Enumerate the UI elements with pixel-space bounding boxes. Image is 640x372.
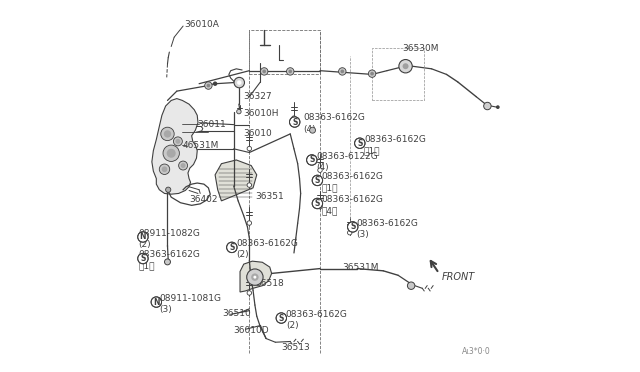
Circle shape xyxy=(159,164,170,174)
Text: 36010H: 36010H xyxy=(244,109,279,118)
Circle shape xyxy=(247,221,252,225)
Text: 36010D: 36010D xyxy=(234,326,269,335)
Text: S: S xyxy=(309,155,314,164)
Circle shape xyxy=(260,68,268,75)
Circle shape xyxy=(166,187,171,192)
Polygon shape xyxy=(152,99,198,194)
Text: 36011: 36011 xyxy=(197,120,226,129)
Circle shape xyxy=(246,269,263,285)
Circle shape xyxy=(369,70,376,77)
Text: 08363-6162G
(2): 08363-6162G (2) xyxy=(286,310,348,330)
Circle shape xyxy=(227,242,237,253)
Circle shape xyxy=(403,63,408,69)
Text: 36513: 36513 xyxy=(281,343,310,352)
Circle shape xyxy=(340,70,344,73)
Text: 36518: 36518 xyxy=(255,279,284,288)
Text: S: S xyxy=(315,199,320,208)
Text: 36010A: 36010A xyxy=(184,20,219,29)
Text: Aι3*0·0: Aι3*0·0 xyxy=(462,347,491,356)
Text: S: S xyxy=(229,243,234,252)
Text: S: S xyxy=(350,222,355,231)
Text: 08363-6162G
(4): 08363-6162G (4) xyxy=(303,113,365,134)
Circle shape xyxy=(408,282,415,289)
Text: 36010: 36010 xyxy=(244,129,273,138)
Circle shape xyxy=(484,102,491,110)
Circle shape xyxy=(138,232,148,242)
Circle shape xyxy=(179,161,188,170)
Circle shape xyxy=(310,127,316,133)
Circle shape xyxy=(355,138,365,148)
Circle shape xyxy=(247,291,252,295)
Circle shape xyxy=(164,259,170,265)
Text: N: N xyxy=(153,298,159,307)
Text: FRONT: FRONT xyxy=(442,272,476,282)
Circle shape xyxy=(175,139,180,144)
Circle shape xyxy=(370,72,374,76)
Circle shape xyxy=(289,117,300,127)
Text: 08363-6162G
（1）: 08363-6162G （1） xyxy=(364,135,426,155)
Text: 08911-1081G
(3): 08911-1081G (3) xyxy=(159,294,221,314)
Text: 46531M: 46531M xyxy=(182,141,219,150)
Circle shape xyxy=(262,70,266,73)
Text: 08363-6162G
（4）: 08363-6162G （4） xyxy=(322,195,384,215)
Circle shape xyxy=(251,273,259,281)
Circle shape xyxy=(151,297,161,307)
Circle shape xyxy=(307,155,317,165)
Text: 08363-6162G
(3): 08363-6162G (3) xyxy=(356,219,419,239)
Circle shape xyxy=(348,222,358,232)
Text: S: S xyxy=(140,254,146,263)
Circle shape xyxy=(247,183,252,187)
Text: 08363-6162G
（1）: 08363-6162G （1） xyxy=(138,250,200,270)
Text: 36531M: 36531M xyxy=(342,263,379,272)
Circle shape xyxy=(234,77,244,88)
Circle shape xyxy=(318,168,322,172)
Text: N: N xyxy=(140,232,146,241)
Circle shape xyxy=(312,175,323,186)
Circle shape xyxy=(289,70,292,73)
Text: 08911-1082G
(2): 08911-1082G (2) xyxy=(138,229,200,249)
Circle shape xyxy=(237,80,241,85)
Text: S: S xyxy=(315,176,320,185)
Circle shape xyxy=(237,109,241,114)
Polygon shape xyxy=(240,261,271,292)
Text: 36351: 36351 xyxy=(255,192,284,201)
Circle shape xyxy=(287,68,294,75)
Circle shape xyxy=(253,276,257,279)
Text: 36327: 36327 xyxy=(244,92,273,101)
Circle shape xyxy=(247,146,252,151)
Circle shape xyxy=(348,230,352,235)
Circle shape xyxy=(173,137,182,146)
Text: 36530M: 36530M xyxy=(402,44,438,53)
Circle shape xyxy=(205,82,212,89)
Circle shape xyxy=(399,60,412,73)
Text: 08363-6162G
（1）: 08363-6162G （1） xyxy=(322,172,384,192)
Text: S: S xyxy=(278,314,284,323)
Circle shape xyxy=(164,130,171,138)
Circle shape xyxy=(339,68,346,75)
Polygon shape xyxy=(215,160,257,201)
Circle shape xyxy=(496,105,500,109)
Circle shape xyxy=(166,149,176,158)
Text: S: S xyxy=(292,118,298,126)
Circle shape xyxy=(163,145,179,161)
Text: 36510: 36510 xyxy=(223,309,252,318)
Circle shape xyxy=(276,313,287,323)
Circle shape xyxy=(312,198,323,209)
Circle shape xyxy=(318,204,322,209)
Circle shape xyxy=(138,253,148,264)
Circle shape xyxy=(162,166,168,172)
Circle shape xyxy=(161,127,174,141)
Circle shape xyxy=(213,81,218,86)
Text: 08363-6162G
(2): 08363-6162G (2) xyxy=(236,239,298,259)
Circle shape xyxy=(292,116,296,121)
Text: 08363-6122G
(4): 08363-6122G (4) xyxy=(316,152,378,172)
Circle shape xyxy=(180,163,186,168)
Circle shape xyxy=(207,84,211,87)
Text: 36402: 36402 xyxy=(189,195,218,203)
Text: S: S xyxy=(357,139,362,148)
